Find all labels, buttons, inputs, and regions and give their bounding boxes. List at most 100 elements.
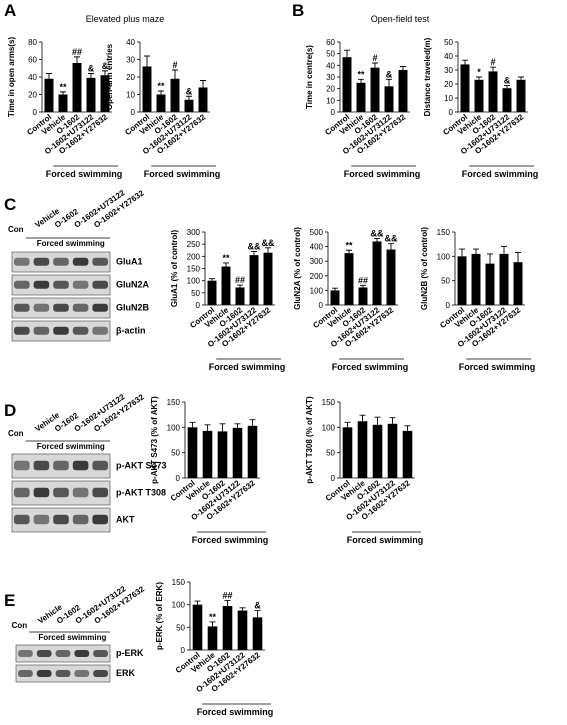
error-bar [254, 610, 261, 618]
bar [516, 79, 526, 112]
error-bar [88, 73, 94, 78]
error-bar [102, 70, 108, 76]
y-tick-label: 50 [191, 289, 200, 298]
significance-label: ** [59, 82, 67, 92]
y-tick-label: 40 [28, 73, 37, 82]
group-label: Forced swimming [37, 239, 105, 248]
panel-letter: B [292, 1, 304, 20]
significance-label: ** [157, 81, 165, 91]
y-axis-label: p-AKT T308 (% of AKT) [305, 396, 314, 484]
band-label: p-AKT T308 [116, 488, 166, 498]
bar [221, 266, 231, 305]
error-bar [265, 247, 271, 253]
y-axis-label: GluN2B (% of control) [420, 227, 429, 310]
y-axis-label: Open-arm entries [105, 43, 114, 110]
blot-band [92, 514, 108, 525]
bar [342, 427, 353, 478]
bar [402, 430, 413, 478]
error-bar [172, 69, 178, 79]
blot-band [14, 257, 30, 266]
bar [184, 99, 194, 112]
bar [192, 604, 203, 650]
blot-band [74, 670, 90, 677]
error-bar [473, 248, 479, 254]
y-tick-label: 0 [196, 301, 201, 310]
y-tick-label: 80 [28, 38, 37, 47]
bar [202, 430, 213, 478]
bar [357, 421, 368, 478]
bar [372, 424, 383, 478]
blot-band [33, 326, 50, 335]
significance-label: && [385, 234, 398, 244]
y-tick-label: 500 [310, 228, 324, 237]
y-tick-label: 20 [28, 91, 37, 100]
bar [372, 241, 382, 305]
y-tick-label: 50 [441, 277, 450, 286]
bar [358, 287, 368, 305]
blot-band [72, 326, 89, 335]
group-label: Forced swimming [459, 362, 536, 372]
y-tick-label: 250 [187, 240, 201, 249]
error-bar [74, 56, 80, 63]
error-bar [224, 600, 231, 607]
y-axis-label: GluN2A (% of control) [293, 227, 302, 310]
y-axis-label: p-ERK (% of ERK) [155, 582, 164, 650]
error-bar [209, 278, 215, 281]
error-bar [400, 66, 406, 70]
significance-label: ** [209, 612, 217, 622]
error-bar [388, 243, 394, 250]
y-tick-label: 10 [444, 94, 453, 103]
y-tick-label: 0 [319, 301, 324, 310]
significance-label: ** [357, 69, 365, 79]
y-tick-label: 0 [181, 646, 186, 655]
blot-band [14, 514, 30, 525]
bar [142, 66, 152, 112]
significance-label: # [490, 57, 495, 67]
group-label: Forced swimming [332, 362, 409, 372]
group-label: Forced swimming [192, 535, 269, 545]
blot-band [92, 460, 108, 471]
y-tick-label: 0 [331, 108, 336, 117]
y-tick-label: 60 [28, 56, 37, 65]
blot-band [55, 670, 71, 677]
significance-label: & [504, 75, 511, 85]
blot-band [36, 650, 52, 657]
bar [384, 86, 394, 112]
error-bar [359, 414, 366, 422]
error-bar [501, 246, 507, 254]
y-tick-label: 40 [126, 38, 135, 47]
y-tick-label: 50 [171, 449, 180, 458]
bar [513, 262, 523, 305]
blot-band [72, 303, 89, 312]
bar [252, 617, 263, 650]
y-tick-label: 100 [187, 277, 201, 286]
bar [44, 78, 54, 112]
significance-label: && [262, 238, 275, 248]
y-tick-label: 10 [326, 96, 335, 105]
y-tick-label: 50 [444, 38, 453, 47]
significance-label: & [88, 64, 95, 74]
error-bar [459, 248, 465, 257]
y-tick-label: 50 [326, 50, 335, 59]
bar [344, 253, 354, 305]
error-bar [223, 262, 229, 267]
y-tick-label: 40 [326, 61, 335, 70]
panel-letter: A [4, 1, 16, 20]
bar [235, 287, 245, 305]
blot-band [93, 670, 108, 677]
bar [471, 253, 481, 305]
significance-label: ## [358, 275, 368, 285]
blot-band [72, 257, 89, 266]
significance-label: ## [222, 591, 232, 601]
significance-label: & [102, 61, 109, 71]
bar [207, 626, 218, 650]
y-axis-label: Time in centre(s) [305, 45, 314, 109]
error-bar [487, 253, 493, 264]
bar [488, 71, 498, 112]
error-bar [332, 287, 338, 291]
band-label: ERK [116, 668, 136, 678]
y-tick-label: 0 [131, 108, 136, 117]
panel-letter: C [4, 195, 16, 214]
significance-label: # [372, 53, 377, 63]
error-bar [372, 62, 378, 68]
